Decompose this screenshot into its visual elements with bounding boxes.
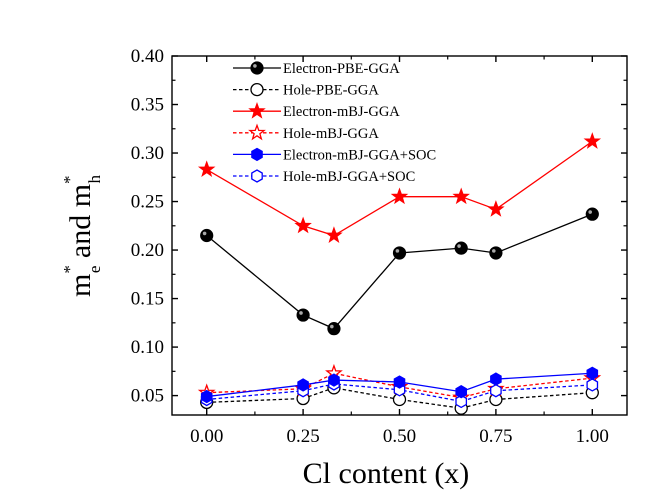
y-axis-ticks: 0.05 0.10 0.15 0.20 0.25 0.30 0.35 0.40 xyxy=(131,46,627,407)
legend-item: Electron-mBJ-GGA+SOC xyxy=(233,147,436,163)
legend-item: Hole-PBE-GGA xyxy=(233,83,379,99)
legend-marker xyxy=(250,82,264,97)
data-point xyxy=(487,200,505,217)
legend-item: Hole-mBJ-GGA+SOC xyxy=(233,169,415,185)
legend-marker xyxy=(251,147,263,162)
legend-label: Electron-mBJ-GGA+SOC xyxy=(283,147,436,163)
data-point xyxy=(586,366,599,380)
y-tick-label: 0.35 xyxy=(131,95,164,116)
y-axis-title-m-e: m xyxy=(64,274,97,297)
y-axis-title: m* e and m* h xyxy=(60,174,104,297)
data-point xyxy=(455,394,468,409)
data-point-highlight xyxy=(299,311,303,315)
data-point-highlight xyxy=(330,324,334,329)
y-tick-label: 0.30 xyxy=(131,143,164,164)
data-point xyxy=(490,372,502,386)
legend: Electron-PBE-GGA Hole-PBE-GGA Electron-mBJ… xyxy=(233,61,436,185)
data-point xyxy=(586,378,599,392)
y-axis-title-text: m* e and m* h xyxy=(60,174,104,297)
legend-label: Electron-mBJ-GGA xyxy=(283,104,400,120)
legend-label: Hole-PBE-GGA xyxy=(283,83,379,99)
y-tick-label: 0.20 xyxy=(131,240,164,261)
data-point-highlight xyxy=(457,244,461,248)
y-axis-title-star-h: * xyxy=(60,175,79,184)
legend-marker xyxy=(250,61,264,75)
legend-marker xyxy=(251,169,263,183)
data-point xyxy=(200,228,214,243)
data-point xyxy=(327,322,341,336)
legend-item: Electron-mBJ-GGA xyxy=(233,102,400,120)
x-tick-label: 0.00 xyxy=(190,426,223,447)
data-point-highlight xyxy=(588,210,592,214)
data-point xyxy=(455,385,467,399)
x-tick-label: 0.75 xyxy=(479,426,512,447)
y-tick-label: 0.10 xyxy=(131,337,164,358)
legend-item: Hole-mBJ-GGA xyxy=(233,123,379,142)
data-point xyxy=(297,378,309,392)
data-point xyxy=(296,308,310,322)
legend-label: Electron-PBE-GGA xyxy=(283,61,400,77)
x-tick-label: 1.00 xyxy=(576,426,609,447)
series-line xyxy=(206,213,593,330)
data-point xyxy=(489,246,503,260)
data-point xyxy=(200,389,213,404)
legend-item: Electron-PBE-GGA xyxy=(233,61,400,77)
x-axis-title: Cl content (x) xyxy=(303,457,470,490)
y-tick-label: 0.40 xyxy=(131,46,164,67)
y-axis-title-star-e: * xyxy=(60,265,79,274)
y-tick-label: 0.25 xyxy=(131,192,164,213)
data-point xyxy=(490,383,502,398)
legend-marker-highlight xyxy=(253,64,257,68)
y-tick-label: 0.15 xyxy=(131,289,164,310)
data-point xyxy=(583,132,602,149)
legend-label: Hole-mBJ-GGA+SOC xyxy=(283,169,415,185)
x-axis-ticks: 0.00 0.25 0.50 0.75 1.00 xyxy=(190,56,609,447)
legend-marker xyxy=(248,123,266,141)
series-Electron-mBJ-GGA xyxy=(197,132,602,243)
data-point xyxy=(197,160,216,177)
data-point-highlight xyxy=(395,249,400,253)
series-Electron-PBE-GGA xyxy=(200,207,599,336)
data-point xyxy=(392,246,407,260)
data-point xyxy=(452,187,470,205)
data-point-highlight xyxy=(491,249,496,253)
data-point-highlight xyxy=(202,231,207,236)
legend-label: Hole-mBJ-GGA xyxy=(283,126,379,142)
y-axis-title-and-m: and m xyxy=(64,184,97,266)
data-point xyxy=(328,373,340,387)
series-layer xyxy=(197,132,602,415)
series-Electron-mBJ-GGA+SOC xyxy=(200,366,599,404)
data-point xyxy=(325,226,343,243)
y-axis-title-sub-e: e xyxy=(85,266,104,274)
data-point xyxy=(454,241,468,255)
x-tick-label: 0.50 xyxy=(383,426,416,447)
y-tick-label: 0.05 xyxy=(131,386,164,407)
data-point xyxy=(294,216,312,234)
data-point xyxy=(393,375,406,389)
y-axis-title-sub-h: h xyxy=(85,174,104,183)
legend-marker xyxy=(248,102,266,119)
data-point xyxy=(390,187,409,205)
x-tick-label: 0.25 xyxy=(286,426,319,447)
data-point xyxy=(585,207,599,221)
